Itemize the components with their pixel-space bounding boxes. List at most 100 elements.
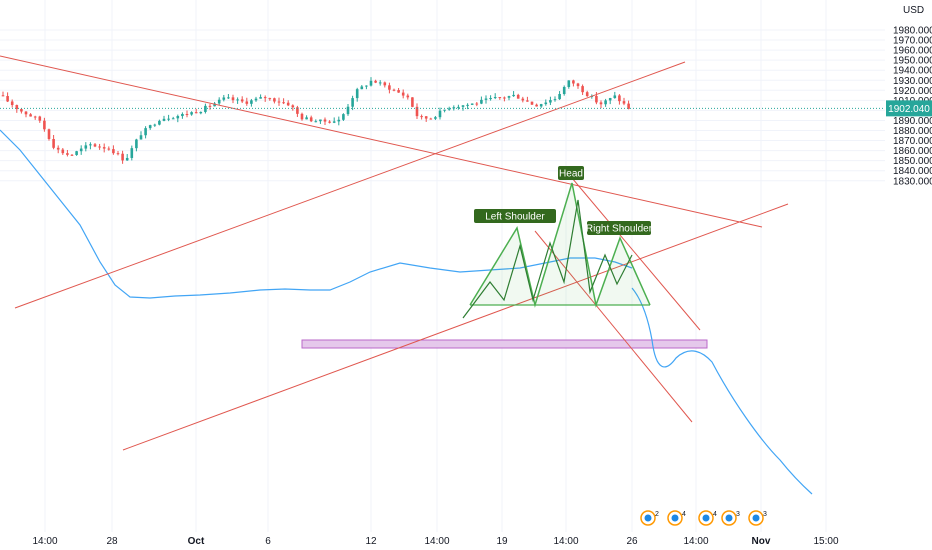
candle xyxy=(286,100,290,107)
candle xyxy=(70,153,74,156)
candle xyxy=(158,119,161,126)
x-tick-label: 14:00 xyxy=(683,536,708,547)
x-tick-label: 14:00 xyxy=(32,536,57,547)
candle xyxy=(351,95,354,111)
candle xyxy=(130,145,134,161)
candle xyxy=(613,91,617,99)
candle xyxy=(512,91,515,97)
candle xyxy=(162,115,166,122)
candlestick-series xyxy=(1,77,630,164)
candle xyxy=(323,117,327,125)
svg-text:4: 4 xyxy=(682,511,686,518)
candle xyxy=(250,98,253,107)
candle xyxy=(424,116,428,122)
candle xyxy=(585,90,589,97)
y-tick-label: 1940.000 xyxy=(893,66,932,77)
x-tick-label: 15:00 xyxy=(813,536,838,547)
event-flag-icon[interactable]: 3 xyxy=(721,510,740,526)
candle xyxy=(204,103,207,114)
candle xyxy=(420,114,423,120)
candle xyxy=(415,103,419,119)
candle xyxy=(342,113,345,121)
candle xyxy=(84,142,88,152)
candle xyxy=(190,111,193,116)
time-axis[interactable]: 14:00 28 Oct 6 12 14:00 19 14:00 26 14:00 Nov 15:00 xyxy=(32,536,838,547)
event-flag-icon[interactable]: 4 xyxy=(667,510,686,526)
candle xyxy=(567,80,571,89)
price-axis[interactable]: 1980.0001970.0001960.0001950.0001940.000… xyxy=(886,26,932,188)
candle xyxy=(52,134,55,150)
candle xyxy=(553,96,557,102)
candle xyxy=(365,85,368,90)
candle xyxy=(457,104,460,110)
candle xyxy=(47,128,51,141)
x-tick-label: Oct xyxy=(188,536,205,547)
candle xyxy=(604,98,607,107)
candle xyxy=(599,100,603,109)
candle xyxy=(291,104,295,111)
candle xyxy=(544,99,548,106)
candle xyxy=(516,93,520,99)
candle xyxy=(89,142,92,150)
event-flag-icon[interactable]: 3 xyxy=(748,510,767,526)
candle xyxy=(139,131,143,140)
candle xyxy=(305,115,308,120)
candle xyxy=(231,94,235,104)
y-tick-label: 1850.000 xyxy=(893,156,932,167)
candle xyxy=(236,97,239,104)
candle xyxy=(549,96,552,106)
candle xyxy=(268,97,272,101)
candle xyxy=(493,93,497,100)
head-and-shoulders-pattern xyxy=(462,182,651,319)
trendline xyxy=(534,230,693,423)
candle xyxy=(480,96,483,105)
event-icons[interactable]: 2 4 4 3 3 xyxy=(640,510,767,526)
x-tick-label: 14:00 xyxy=(424,536,449,547)
candle xyxy=(38,115,42,123)
y-tick-label: 1950.000 xyxy=(893,56,932,67)
candle xyxy=(498,96,502,100)
candle xyxy=(227,93,230,99)
pattern-labels: Left Shoulder Head Right Shoulder xyxy=(474,166,653,235)
current-price-text: 1902.040 xyxy=(888,104,930,115)
event-flag-icon[interactable]: 4 xyxy=(698,510,717,526)
y-tick-label: 1920.000 xyxy=(893,86,932,97)
y-tick-label: 1840.000 xyxy=(893,166,932,177)
candle xyxy=(222,94,226,102)
candle xyxy=(378,80,382,86)
x-tick-label: 14:00 xyxy=(553,536,578,547)
svg-text:4: 4 xyxy=(713,511,717,518)
candle xyxy=(466,103,469,110)
y-tick-label: 1980.000 xyxy=(893,26,932,37)
candle xyxy=(397,87,400,93)
y-tick-label: 1930.000 xyxy=(893,76,932,87)
candle xyxy=(79,145,83,155)
candle xyxy=(622,97,626,106)
candle xyxy=(346,103,350,116)
y-tick-label: 1860.000 xyxy=(893,146,932,157)
candle xyxy=(608,97,612,105)
candle xyxy=(392,88,396,92)
candle xyxy=(328,120,331,124)
y-tick-label: 1890.000 xyxy=(893,116,932,127)
candle xyxy=(429,117,433,120)
candle xyxy=(66,149,69,157)
candle xyxy=(277,97,281,106)
candle xyxy=(20,108,23,114)
candle xyxy=(43,117,46,132)
pattern-fill xyxy=(470,183,650,305)
svg-text:2: 2 xyxy=(655,511,659,518)
candle xyxy=(374,79,377,84)
candle xyxy=(263,95,267,102)
svg-text:3: 3 xyxy=(736,511,740,518)
support-zone-rect xyxy=(301,339,708,349)
candle xyxy=(443,109,446,113)
candle xyxy=(1,91,5,97)
y-tick-label: 1970.000 xyxy=(893,36,932,47)
event-flag-icon[interactable]: 2 xyxy=(640,510,659,526)
candle xyxy=(406,93,410,100)
candle xyxy=(572,79,575,87)
candle xyxy=(121,150,124,164)
svg-text:Left Shoulder: Left Shoulder xyxy=(485,212,545,223)
